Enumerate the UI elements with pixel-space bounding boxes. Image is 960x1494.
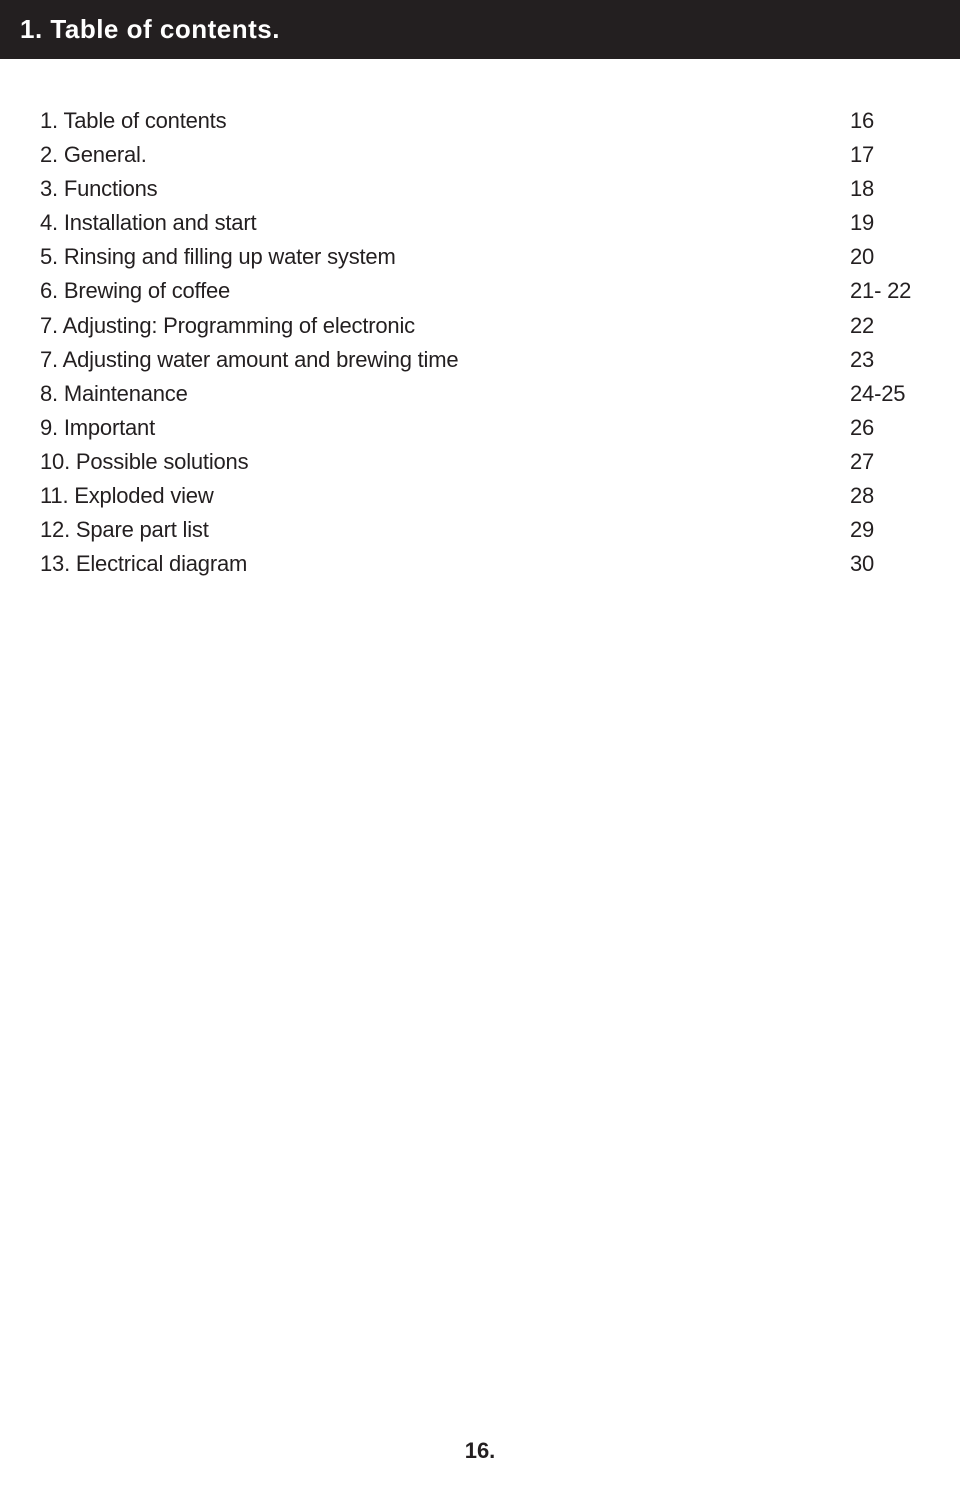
toc-entry: 13. Electrical diagram 30 xyxy=(40,547,920,581)
toc-entry: 1. Table of contents 16 xyxy=(40,104,920,138)
toc-entry-page: 28 xyxy=(810,479,920,513)
toc-entry-label: 2. General. xyxy=(40,138,810,172)
section-header: 1. Table of contents. xyxy=(0,0,960,59)
toc-entry-label: 4. Installation and start xyxy=(40,206,810,240)
toc-entry-label: 13. Electrical diagram xyxy=(40,547,810,581)
toc-entry: 12. Spare part list 29 xyxy=(40,513,920,547)
toc-entry-page: 20 xyxy=(810,240,920,274)
toc-entry: 10. Possible solutions 27 xyxy=(40,445,920,479)
toc-entry-page: 17 xyxy=(810,138,920,172)
toc-entry-label: 8. Maintenance xyxy=(40,377,810,411)
toc-entry-page: 24-25 xyxy=(810,377,920,411)
toc-entry: 2. General. 17 xyxy=(40,138,920,172)
toc-entry-label: 6. Brewing of coffee xyxy=(40,274,810,308)
page-number-text: 16. xyxy=(465,1438,496,1463)
toc-entry: 3. Functions 18 xyxy=(40,172,920,206)
toc-entry-page: 16 xyxy=(810,104,920,138)
toc-list: 1. Table of contents 16 2. General. 17 3… xyxy=(0,59,960,581)
toc-entry-page: 29 xyxy=(810,513,920,547)
toc-entry: 7. Adjusting: Programming of electronic … xyxy=(40,309,920,343)
toc-entry: 7. Adjusting water amount and brewing ti… xyxy=(40,343,920,377)
toc-entry-label: 12. Spare part list xyxy=(40,513,810,547)
toc-entry: 11. Exploded view 28 xyxy=(40,479,920,513)
toc-entry: 6. Brewing of coffee 21- 22 xyxy=(40,274,920,308)
toc-entry-label: 7. Adjusting: Programming of electronic xyxy=(40,309,810,343)
section-title: 1. Table of contents. xyxy=(20,14,280,44)
toc-entry: 4. Installation and start 19 xyxy=(40,206,920,240)
toc-entry-page: 26 xyxy=(810,411,920,445)
toc-entry: 9. Important 26 xyxy=(40,411,920,445)
toc-entry-label: 7. Adjusting water amount and brewing ti… xyxy=(40,343,810,377)
page-number: 16. xyxy=(0,1438,960,1464)
toc-entry-page: 21- 22 xyxy=(810,274,920,308)
toc-entry-label: 11. Exploded view xyxy=(40,479,810,513)
toc-entry: 8. Maintenance 24-25 xyxy=(40,377,920,411)
toc-entry-label: 5. Rinsing and filling up water system xyxy=(40,240,810,274)
toc-entry-page: 18 xyxy=(810,172,920,206)
toc-entry: 5. Rinsing and filling up water system 2… xyxy=(40,240,920,274)
toc-entry-label: 10. Possible solutions xyxy=(40,445,810,479)
toc-entry-page: 27 xyxy=(810,445,920,479)
toc-entry-page: 23 xyxy=(810,343,920,377)
toc-entry-label: 3. Functions xyxy=(40,172,810,206)
toc-entry-label: 1. Table of contents xyxy=(40,104,810,138)
toc-entry-page: 22 xyxy=(810,309,920,343)
toc-entry-page: 30 xyxy=(810,547,920,581)
toc-entry-label: 9. Important xyxy=(40,411,810,445)
toc-entry-page: 19 xyxy=(810,206,920,240)
